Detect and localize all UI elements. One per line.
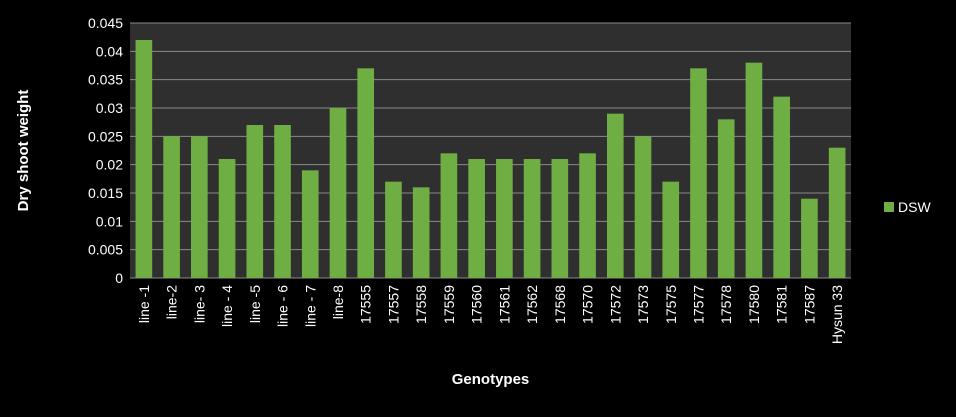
- bar-line-8: [329, 108, 347, 278]
- bar-17562: [523, 159, 541, 278]
- x-tick-label: 17568: [552, 285, 568, 324]
- y-tick-labels: 0 0.005 0.01 0.015 0.02 0.025 0.03 0.035 0.04 0.0…: [88, 15, 123, 286]
- bar-hysun33: [828, 147, 846, 278]
- x-tick-label: 17575: [663, 285, 679, 324]
- bar-17560: [468, 159, 485, 278]
- legend: DSW: [884, 199, 931, 215]
- bar-17575: [662, 181, 680, 278]
- bars: [135, 40, 846, 278]
- bar-17577: [690, 68, 707, 278]
- bar-17559: [440, 153, 458, 278]
- x-tick-label: 17562: [524, 285, 540, 324]
- x-tick-label: line-2: [164, 285, 180, 319]
- y-axis-title: Dry shoot weight: [15, 90, 32, 212]
- x-tick-label: line- 3: [191, 285, 207, 323]
- x-tick-label: 17580: [746, 285, 762, 324]
- x-tick-label: line -5: [247, 285, 263, 323]
- x-tick-label: line-8: [330, 285, 346, 319]
- x-tick-labels: line -1 line-2 line- 3 line - 4 line -5 line …: [136, 285, 845, 344]
- y-tick-label: 0.02: [96, 157, 123, 173]
- bar-line-4: [218, 159, 236, 278]
- bar-line-7: [301, 170, 319, 278]
- x-tick-label: 17555: [358, 285, 374, 324]
- x-tick-label: 17561: [496, 285, 512, 324]
- bar-17572: [606, 113, 624, 278]
- x-tick-label: 17570: [580, 285, 596, 324]
- x-tick-label: 17558: [413, 285, 429, 324]
- x-tick-label: 17573: [635, 285, 651, 324]
- y-tick-label: 0.015: [88, 185, 123, 201]
- legend-swatch-dsw: [884, 202, 894, 212]
- bar-17557: [385, 181, 402, 278]
- bar-17561: [496, 159, 513, 278]
- x-tick-label: 17581: [774, 285, 790, 324]
- y-tick-label: 0: [115, 270, 123, 286]
- bar-line-2: [163, 136, 180, 278]
- bar-line-6: [274, 125, 291, 278]
- y-tick-label: 0.045: [88, 15, 123, 31]
- bar-17581: [773, 96, 790, 278]
- x-tick-label: 17572: [607, 285, 623, 324]
- y-tick-label: 0.025: [88, 128, 123, 144]
- plot-area: [130, 23, 851, 278]
- y-tick-label: 0.04: [96, 43, 123, 59]
- x-tick-label: line - 7: [302, 285, 318, 327]
- y-tick-label: 0.01: [96, 213, 123, 229]
- bar-17573: [634, 136, 652, 278]
- x-tick-label: 17559: [441, 285, 457, 324]
- x-tick-label: 17587: [801, 285, 817, 324]
- bar-17568: [551, 159, 569, 278]
- legend-label-dsw: DSW: [898, 199, 931, 215]
- bar-17570: [579, 153, 596, 278]
- bar-line-1: [135, 40, 153, 278]
- x-tick-label: 17560: [469, 285, 485, 324]
- x-tick-label: line - 4: [219, 285, 235, 327]
- bar-17587: [801, 198, 818, 278]
- x-tick-label: 17557: [385, 285, 401, 324]
- x-tick-label: line -1: [136, 285, 152, 323]
- bar-17578: [717, 119, 735, 278]
- x-tick-label: line - 6: [275, 285, 291, 327]
- bar-17580: [745, 62, 763, 278]
- x-tick-label: 17577: [690, 285, 706, 324]
- x-axis-title: Genotypes: [452, 371, 530, 388]
- y-tick-label: 0.035: [88, 72, 123, 88]
- y-tick-label: 0.03: [96, 100, 123, 116]
- x-tick-label: Hysun 33: [829, 285, 845, 344]
- bar-17558: [412, 187, 430, 278]
- x-tick-label: 17578: [718, 285, 734, 324]
- bar-line-5: [246, 125, 264, 278]
- bar-17555: [357, 68, 375, 278]
- y-tick-label: 0.005: [88, 242, 123, 258]
- bar-line-3: [191, 136, 208, 278]
